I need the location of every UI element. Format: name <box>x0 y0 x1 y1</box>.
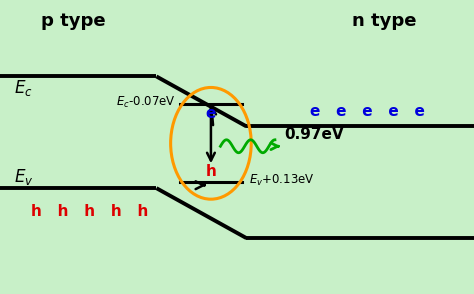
Text: e: e <box>206 106 216 121</box>
Text: n type: n type <box>352 11 416 30</box>
Text: $E_c$-0.07eV: $E_c$-0.07eV <box>116 95 175 111</box>
Text: p type: p type <box>41 11 106 30</box>
Text: h   h   h   h   h: h h h h h <box>31 204 149 219</box>
Text: h: h <box>206 164 216 179</box>
Text: e   e   e   e   e: e e e e e <box>310 104 425 119</box>
Text: 0.97eV: 0.97eV <box>284 127 344 142</box>
Text: $E_c$: $E_c$ <box>14 78 33 98</box>
Text: $E_v$+0.13eV: $E_v$+0.13eV <box>249 173 315 188</box>
Text: $E_v$: $E_v$ <box>14 167 34 187</box>
